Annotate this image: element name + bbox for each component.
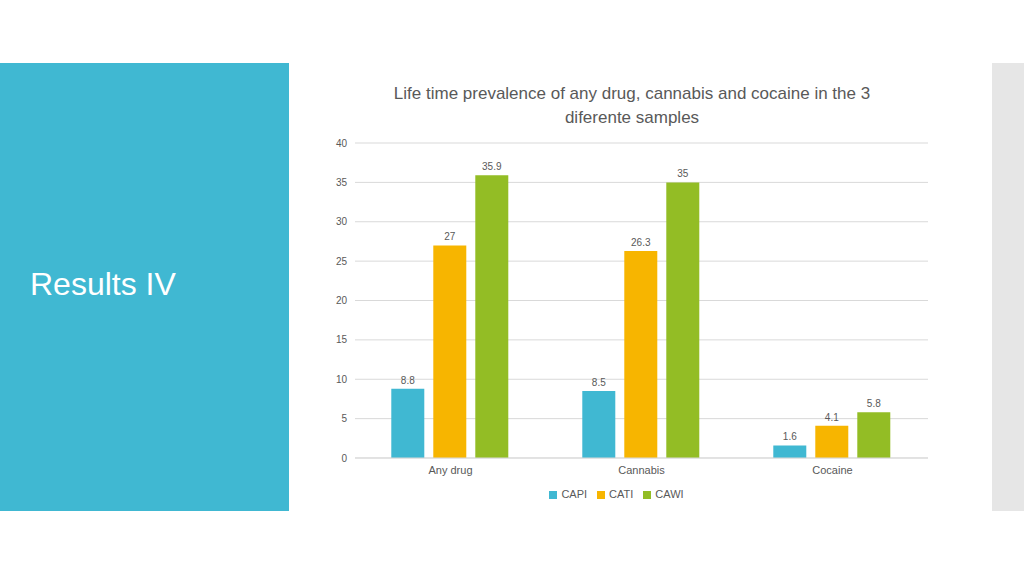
html-text:Results IV: Results IV bbox=[30, 266, 176, 302]
svg-text:30: 30 bbox=[336, 216, 348, 227]
svg-text:25: 25 bbox=[336, 256, 348, 267]
svg-text:4.1: 4.1 bbox=[825, 412, 839, 423]
svg-text:Any drug: Any drug bbox=[428, 464, 472, 476]
html-text:CAWI: CAWI bbox=[655, 488, 684, 500]
svg-text:35: 35 bbox=[677, 168, 689, 179]
svg-text:40: 40 bbox=[336, 138, 348, 149]
svg-text:8.8: 8.8 bbox=[401, 375, 415, 386]
svg-text:0: 0 bbox=[341, 453, 347, 464]
svg-text:26.3: 26.3 bbox=[631, 237, 651, 248]
svg-text:5: 5 bbox=[341, 413, 347, 424]
svg-text:27: 27 bbox=[444, 231, 456, 242]
svg-text:1.6: 1.6 bbox=[783, 431, 797, 442]
svg-text:Cocaine: Cocaine bbox=[812, 464, 852, 476]
svg-text:35.9: 35.9 bbox=[482, 161, 502, 172]
svg-text:8.5: 8.5 bbox=[592, 377, 606, 388]
html-text:CAPI: CAPI bbox=[561, 488, 588, 500]
svg-text:20: 20 bbox=[336, 295, 348, 306]
svg-text:35: 35 bbox=[336, 177, 348, 188]
html-text:CATI: CATI bbox=[609, 488, 634, 500]
svg-text:15: 15 bbox=[336, 334, 348, 345]
svg-text:5.8: 5.8 bbox=[867, 398, 881, 409]
svg-text:Cannabis: Cannabis bbox=[618, 464, 665, 476]
html-text:Life time prevalence of any dr: Life time prevalence of any drug, cannab… bbox=[393, 84, 871, 127]
svg-text:10: 10 bbox=[336, 374, 348, 385]
